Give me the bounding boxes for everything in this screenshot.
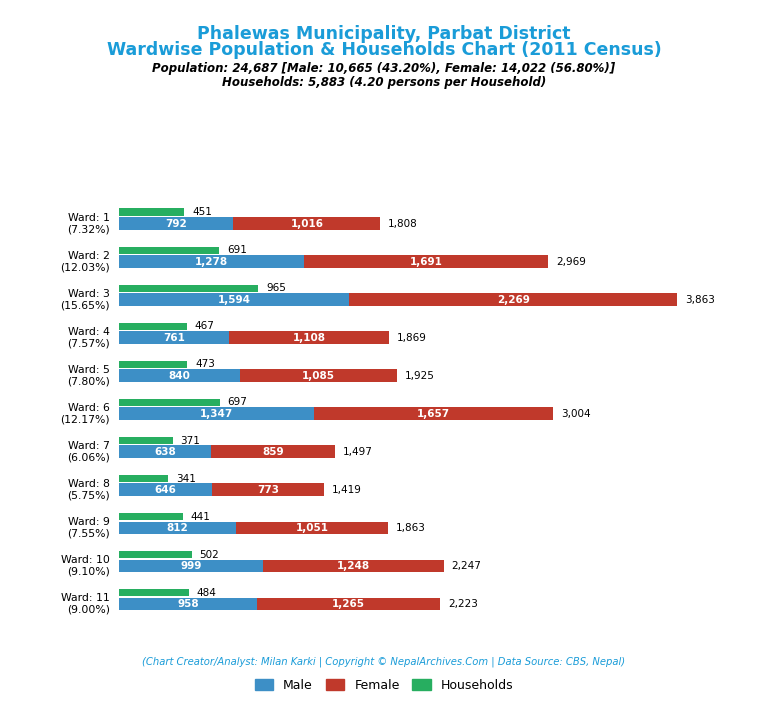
Bar: [313, 408, 553, 420]
Text: 773: 773: [257, 485, 280, 495]
Text: 3,863: 3,863: [685, 295, 715, 305]
Bar: [229, 332, 389, 344]
Text: 638: 638: [154, 447, 176, 457]
Bar: [119, 437, 173, 444]
Bar: [119, 246, 219, 254]
Bar: [119, 475, 168, 482]
Text: 792: 792: [165, 219, 187, 229]
Text: 1,265: 1,265: [333, 599, 366, 609]
Text: 2,269: 2,269: [497, 295, 530, 305]
Bar: [119, 369, 240, 382]
Text: 1,108: 1,108: [293, 332, 326, 343]
Text: Wardwise Population & Households Chart (2011 Census): Wardwise Population & Households Chart (…: [107, 41, 661, 59]
Bar: [119, 598, 257, 610]
Bar: [119, 559, 263, 572]
Text: 341: 341: [176, 474, 196, 484]
Text: 371: 371: [180, 435, 200, 445]
Text: 999: 999: [180, 561, 202, 571]
Bar: [119, 332, 229, 344]
Text: 1,497: 1,497: [343, 447, 373, 457]
Bar: [119, 522, 237, 534]
Bar: [240, 369, 397, 382]
Text: Phalewas Municipality, Parbat District: Phalewas Municipality, Parbat District: [197, 25, 571, 43]
Bar: [119, 445, 211, 458]
Bar: [237, 522, 388, 534]
Text: 1,278: 1,278: [195, 256, 228, 266]
Text: Households: 5,883 (4.20 persons per Household): Households: 5,883 (4.20 persons per Hous…: [222, 76, 546, 89]
Text: 1,248: 1,248: [337, 561, 370, 571]
Text: 1,691: 1,691: [409, 256, 442, 266]
Text: 840: 840: [169, 371, 190, 381]
Text: 1,925: 1,925: [405, 371, 435, 381]
Bar: [119, 589, 189, 596]
Text: 1,657: 1,657: [417, 409, 450, 419]
Text: 812: 812: [167, 523, 189, 532]
Bar: [119, 209, 184, 216]
Legend: Male, Female, Households: Male, Female, Households: [250, 674, 518, 697]
Text: 1,863: 1,863: [396, 523, 426, 532]
Text: 3,004: 3,004: [561, 409, 591, 419]
Text: 502: 502: [200, 550, 219, 559]
Bar: [349, 293, 677, 306]
Bar: [119, 484, 213, 496]
Text: 1,594: 1,594: [217, 295, 250, 305]
Bar: [257, 598, 440, 610]
Text: 473: 473: [195, 359, 215, 369]
Text: 691: 691: [227, 246, 247, 256]
Bar: [119, 551, 191, 559]
Bar: [119, 361, 187, 368]
Bar: [213, 484, 324, 496]
Text: (Chart Creator/Analyst: Milan Karki | Copyright © NepalArchives.Com | Data Sourc: (Chart Creator/Analyst: Milan Karki | Co…: [142, 657, 626, 667]
Text: 1,051: 1,051: [296, 523, 329, 532]
Bar: [119, 256, 303, 268]
Bar: [119, 285, 259, 293]
Text: 1,347: 1,347: [200, 409, 233, 419]
Text: 761: 761: [163, 332, 185, 343]
Bar: [119, 513, 183, 520]
Text: 958: 958: [177, 599, 199, 609]
Text: 2,247: 2,247: [452, 561, 482, 571]
Bar: [303, 256, 548, 268]
Text: 965: 965: [266, 283, 286, 293]
Text: 451: 451: [192, 207, 212, 217]
Bar: [233, 217, 380, 230]
Text: 484: 484: [197, 588, 217, 598]
Text: 1,085: 1,085: [303, 371, 336, 381]
Bar: [211, 445, 336, 458]
Text: 697: 697: [227, 398, 247, 408]
Text: 441: 441: [190, 512, 210, 522]
Bar: [263, 559, 444, 572]
Text: Population: 24,687 [Male: 10,665 (43.20%), Female: 14,022 (56.80%)]: Population: 24,687 [Male: 10,665 (43.20%…: [152, 62, 616, 75]
Text: 2,223: 2,223: [448, 599, 478, 609]
Text: 646: 646: [155, 485, 177, 495]
Text: 2,969: 2,969: [556, 256, 586, 266]
Text: 1,808: 1,808: [388, 219, 418, 229]
Text: 467: 467: [194, 322, 214, 332]
Text: 1,419: 1,419: [332, 485, 362, 495]
Text: 859: 859: [263, 447, 284, 457]
Bar: [119, 293, 349, 306]
Text: 1,869: 1,869: [397, 332, 427, 343]
Bar: [119, 322, 187, 330]
Bar: [119, 399, 220, 406]
Bar: [119, 217, 233, 230]
Bar: [119, 408, 313, 420]
Text: 1,016: 1,016: [290, 219, 323, 229]
